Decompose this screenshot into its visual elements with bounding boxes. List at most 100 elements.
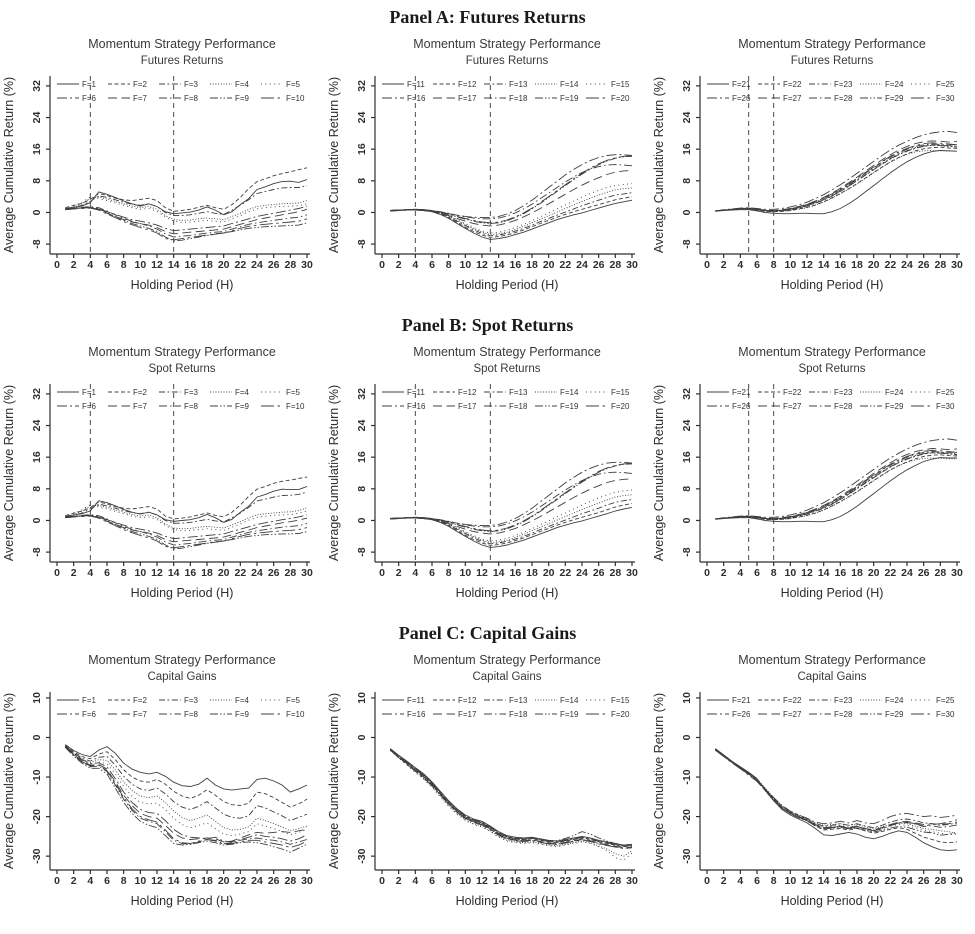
legend-label: F=20	[611, 402, 630, 411]
x-tick-label: 4	[412, 875, 418, 887]
series-line	[65, 514, 308, 550]
x-tick-label: 16	[184, 259, 196, 271]
y-tick-label: 8	[681, 178, 693, 184]
x-tick-label: 22	[559, 567, 571, 579]
series-line	[715, 749, 958, 829]
x-tick-label: 18	[201, 567, 213, 579]
y-tick-label: 32	[681, 388, 693, 400]
series-line	[715, 130, 958, 212]
legend-label: F=27	[783, 94, 802, 103]
legend-label: F=22	[783, 80, 802, 89]
legend-label: F=25	[936, 388, 955, 397]
y-tick-label: -8	[356, 547, 368, 556]
x-tick-label: 28	[934, 259, 946, 271]
series-line	[715, 146, 958, 213]
y-tick-label: 24	[356, 420, 368, 432]
series-line	[390, 463, 633, 532]
legend-label: F=8	[184, 94, 199, 103]
legend-label: F=30	[936, 94, 955, 103]
chart-capital-gains-f1-10: Momentum Strategy Performance Capital Gai…	[0, 648, 325, 928]
chart-title: Momentum Strategy Performance	[413, 345, 601, 359]
legend-label: F=9	[235, 710, 250, 719]
x-tick-label: 0	[704, 567, 710, 579]
legend-label: F=22	[783, 388, 802, 397]
x-tick-label: 26	[918, 567, 930, 579]
y-tick-label: 10	[356, 692, 368, 704]
chart-title: Momentum Strategy Performance	[413, 653, 601, 667]
legend-label: F=26	[732, 402, 751, 411]
legend-label: F=25	[936, 80, 955, 89]
x-tick-label: 22	[559, 259, 571, 271]
legend-label: F=15	[611, 388, 630, 397]
chart-spot-returns-f1-10: Momentum Strategy Performance Spot Return…	[0, 340, 325, 620]
x-tick-label: 4	[87, 259, 93, 271]
y-tick-label: -8	[31, 547, 43, 556]
x-tick-label: 14	[493, 259, 505, 271]
legend-label: F=5	[286, 388, 301, 397]
legend-label: F=5	[286, 696, 301, 705]
x-tick-label: 14	[168, 567, 180, 579]
y-axis-label: Average Cumulative Return (%)	[327, 77, 341, 253]
series-line	[390, 749, 633, 857]
y-tick-label: 32	[356, 388, 368, 400]
x-tick-label: 24	[576, 875, 588, 887]
legend-label: F=2	[133, 388, 148, 397]
legend-label: F=27	[783, 402, 802, 411]
x-tick-label: 0	[379, 875, 385, 887]
legend-label: F=15	[611, 80, 630, 89]
chart-subtitle: Spot Returns	[473, 363, 540, 375]
series-line	[715, 749, 958, 844]
panel-b-header: Panel B: Spot Returns	[401, 315, 574, 335]
x-tick-label: 2	[396, 875, 402, 887]
series-line	[65, 514, 308, 540]
series-line	[390, 196, 633, 238]
legend-label: F=24	[885, 388, 904, 397]
legend-label: F=23	[834, 696, 853, 705]
x-tick-label: 30	[626, 567, 638, 579]
x-tick-label: 18	[851, 875, 863, 887]
legend-label: F=24	[885, 696, 904, 705]
legend-label: F=27	[783, 710, 802, 719]
series-line	[65, 205, 308, 232]
y-axis-label: Average Cumulative Return (%)	[327, 385, 341, 561]
legend-label: F=15	[611, 696, 630, 705]
y-tick-label: 8	[356, 486, 368, 492]
x-tick-label: 8	[446, 875, 452, 887]
x-tick-label: 0	[54, 875, 60, 887]
legend-label: F=30	[936, 710, 955, 719]
x-tick-label: 14	[818, 259, 830, 271]
legend-label: F=4	[235, 696, 250, 705]
series-line	[65, 206, 308, 238]
legend-label: F=28	[834, 402, 853, 411]
x-tick-label: 16	[184, 875, 196, 887]
y-tick-label: 24	[31, 112, 43, 124]
x-tick-label: 28	[609, 259, 621, 271]
series-line	[389, 749, 633, 850]
series-line	[715, 749, 958, 836]
y-axis-label: Average Cumulative Return (%)	[2, 77, 16, 253]
x-tick-label: 12	[151, 875, 163, 887]
series-line	[65, 515, 308, 543]
x-axis-label: Holding Period (H)	[131, 586, 234, 600]
x-tick-label: 18	[526, 259, 538, 271]
x-axis-label: Holding Period (H)	[781, 278, 884, 292]
x-tick-label: 26	[268, 259, 280, 271]
x-tick-label: 14	[168, 259, 180, 271]
x-tick-label: 0	[379, 567, 385, 579]
series-line	[65, 179, 308, 216]
chart-capital-gains-f21-30: Momentum Strategy Performance Capital Gai…	[650, 648, 975, 928]
chart-title: Momentum Strategy Performance	[88, 653, 276, 667]
chart-canvas: Momentum Strategy Performance Capital Gai…	[2, 653, 313, 908]
chart-canvas: Momentum Strategy Performance Futures Ret…	[2, 37, 313, 292]
legend-label: F=19	[560, 402, 579, 411]
y-tick-label: 0	[681, 209, 693, 215]
x-tick-label: 6	[429, 875, 435, 887]
legend-label: F=5	[286, 80, 301, 89]
legend-label: F=29	[885, 710, 904, 719]
x-tick-label: 6	[754, 875, 760, 887]
y-tick-label: 0	[31, 209, 43, 215]
chart-subtitle: Capital Gains	[147, 671, 216, 683]
x-tick-label: 12	[801, 567, 813, 579]
chart-futures-returns-f1-10: Momentum Strategy Performance Futures Ret…	[0, 32, 325, 312]
x-tick-label: 30	[301, 259, 313, 271]
